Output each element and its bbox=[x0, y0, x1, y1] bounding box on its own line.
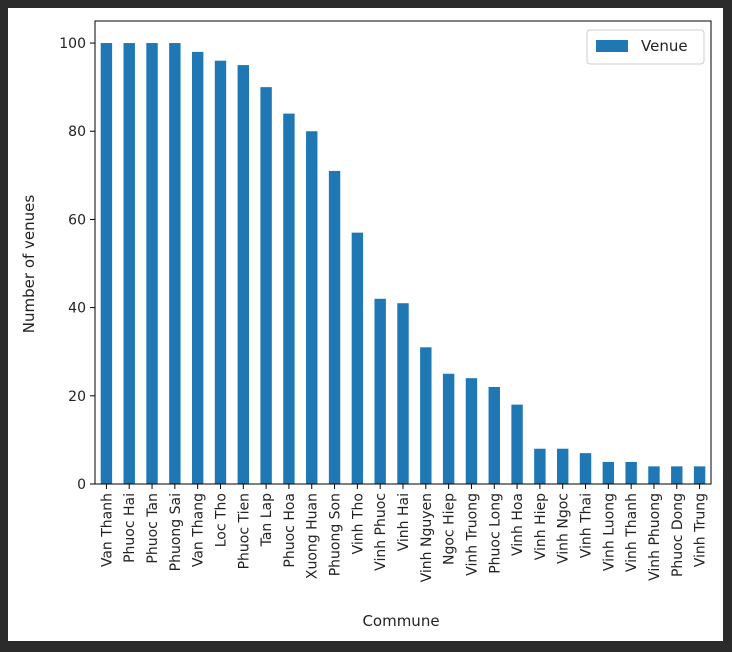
x-tick-label: Vinh Nguyen bbox=[419, 493, 435, 582]
x-tick-label: Van Thanh bbox=[99, 493, 115, 567]
bar-vinh-thanh bbox=[625, 461, 637, 484]
bar-vinh-phuoc bbox=[374, 298, 386, 484]
bar-vinh-trung bbox=[693, 466, 706, 484]
legend-label: Venue bbox=[641, 37, 688, 55]
x-tick-label: Vinh Hoa bbox=[510, 493, 526, 556]
x-tick-label: Vinh Thai bbox=[579, 493, 595, 558]
bar-phuong-son bbox=[328, 170, 341, 484]
bar-vinh-ngoc bbox=[557, 448, 569, 484]
bar-phuoc-tan bbox=[146, 43, 158, 485]
bar-vinh-phuong bbox=[648, 466, 660, 484]
x-tick-label: Vinh Luong bbox=[601, 493, 617, 571]
y-tick-label: 20 bbox=[68, 389, 86, 405]
y-axis: 0 20 40 60 80 100 bbox=[59, 36, 95, 493]
bar-xuong-huan bbox=[306, 131, 318, 484]
x-tick-label: Vinh Phuoc bbox=[373, 493, 389, 571]
bar-vinh-luong bbox=[602, 461, 615, 484]
x-tick-label: Van Thang bbox=[191, 493, 207, 567]
x-tick-label: Vinh Hiep bbox=[533, 493, 549, 560]
bar-phuoc-tien bbox=[237, 65, 249, 484]
bar-phuoc-long bbox=[488, 386, 500, 484]
bar-chart: 0 20 40 60 80 100 Van Thanh Phuoc Hai Phuoc Tan… bbox=[20, 20, 712, 630]
bar-vinh-nguyen bbox=[420, 347, 432, 484]
x-tick-label: Phuoc Dong bbox=[670, 493, 686, 577]
bar-vinh-hoa bbox=[511, 404, 523, 484]
y-axis-title: Number of venues bbox=[20, 195, 38, 334]
bar-phuoc-hai bbox=[123, 43, 135, 485]
legend: Venue bbox=[586, 29, 705, 65]
bar-ngoc-hiep bbox=[442, 373, 455, 484]
x-tick-label: Tan Lap bbox=[259, 493, 275, 548]
x-tick-label: Ngoc Hiep bbox=[442, 493, 458, 565]
x-tick-label: Vinh Thanh bbox=[624, 493, 640, 572]
y-tick-label: 100 bbox=[59, 36, 86, 52]
chart-frame: 0 20 40 60 80 100 Van Thanh Phuoc Hai Phuoc Tan… bbox=[8, 8, 723, 641]
x-tick-label: Phuoc Tien bbox=[236, 493, 252, 569]
bar-vinh-hai bbox=[397, 303, 409, 484]
x-tick-label: Phuoc Hai bbox=[122, 493, 138, 563]
x-axis: Van Thanh Phuoc Hai Phuoc Tan Phuong Sai Van… bbox=[99, 484, 709, 582]
bars-group bbox=[100, 43, 706, 485]
x-tick-label: Vinh Trung bbox=[693, 493, 709, 567]
x-tick-label: Vinh Tho bbox=[350, 493, 366, 554]
x-tick-label: Phuoc Hoa bbox=[282, 493, 298, 568]
x-tick-label: Loc Tho bbox=[213, 493, 229, 547]
bar-vinh-thai bbox=[579, 453, 592, 484]
bar-vinh-tho bbox=[351, 232, 364, 484]
y-tick-label: 40 bbox=[68, 301, 86, 317]
x-tick-label: Vinh Phuong bbox=[647, 493, 663, 581]
x-axis-title: Commune bbox=[362, 612, 439, 630]
x-tick-label: Phuong Sai bbox=[168, 493, 184, 571]
y-tick-label: 0 bbox=[77, 477, 86, 493]
bar-phuoc-dong bbox=[671, 466, 683, 484]
bar-vinh-hiep bbox=[534, 448, 546, 484]
bar-vinh-truong bbox=[465, 378, 478, 484]
x-tick-label: Xuong Huan bbox=[305, 493, 321, 579]
x-tick-label: Phuong Son bbox=[328, 493, 344, 576]
legend-box bbox=[586, 29, 705, 65]
bar-van-thanh bbox=[100, 43, 113, 485]
x-tick-label: Vinh Truong bbox=[464, 493, 480, 576]
bar-loc-tho bbox=[214, 60, 227, 484]
y-tick-label: 60 bbox=[68, 212, 86, 228]
bar-tan-lap bbox=[260, 87, 272, 485]
x-tick-label: Vinh Hai bbox=[396, 493, 412, 551]
x-tick-label: Phuoc Long bbox=[487, 493, 503, 574]
bar-van-thang bbox=[191, 51, 204, 484]
legend-swatch bbox=[596, 40, 628, 52]
bar-phuong-sai bbox=[169, 43, 181, 485]
y-tick-label: 80 bbox=[68, 124, 86, 140]
bar-phuoc-hoa bbox=[283, 113, 295, 484]
x-tick-label: Vinh Ngoc bbox=[556, 493, 572, 564]
x-tick-label: Phuoc Tan bbox=[145, 493, 161, 564]
